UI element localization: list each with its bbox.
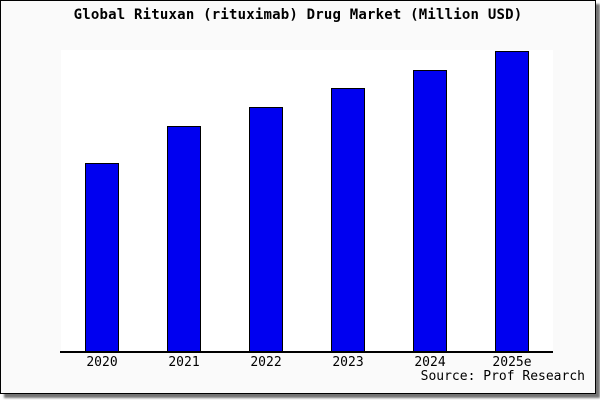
bar-slot-2023: [307, 50, 389, 352]
bar-slot-2025e: [471, 50, 553, 352]
bar-slot-2022: [225, 50, 307, 352]
plot-area: [61, 50, 553, 352]
chart-frame: Global Rituxan (rituximab) Drug Market (…: [0, 0, 596, 394]
bar-slot-2020: [61, 50, 143, 352]
bars-container: [61, 50, 553, 352]
bar-2024: [413, 69, 447, 352]
x-tick-label-2023: 2023: [332, 355, 364, 370]
x-tick-label-2025e: 2025e: [492, 355, 532, 370]
x-axis-labels: 2020 2021 2022 2023 2024 2025e: [61, 355, 553, 370]
bar-2022: [249, 107, 283, 352]
x-tick-label-2020: 2020: [86, 355, 118, 370]
bar-slot-2024: [389, 50, 471, 352]
bar-slot-2021: [143, 50, 225, 352]
x-tick-label-2022: 2022: [250, 355, 282, 370]
chart-title: Global Rituxan (rituximab) Drug Market (…: [73, 7, 523, 23]
x-axis-line: [60, 351, 553, 353]
x-tick-label-2024: 2024: [414, 355, 446, 370]
x-tick-label-2021: 2021: [168, 355, 200, 370]
source-credit: Source: Prof Research: [420, 369, 585, 384]
bar-2021: [167, 126, 201, 352]
bar-2025e: [495, 50, 529, 352]
bar-2023: [331, 88, 365, 352]
bar-2020: [85, 162, 119, 352]
